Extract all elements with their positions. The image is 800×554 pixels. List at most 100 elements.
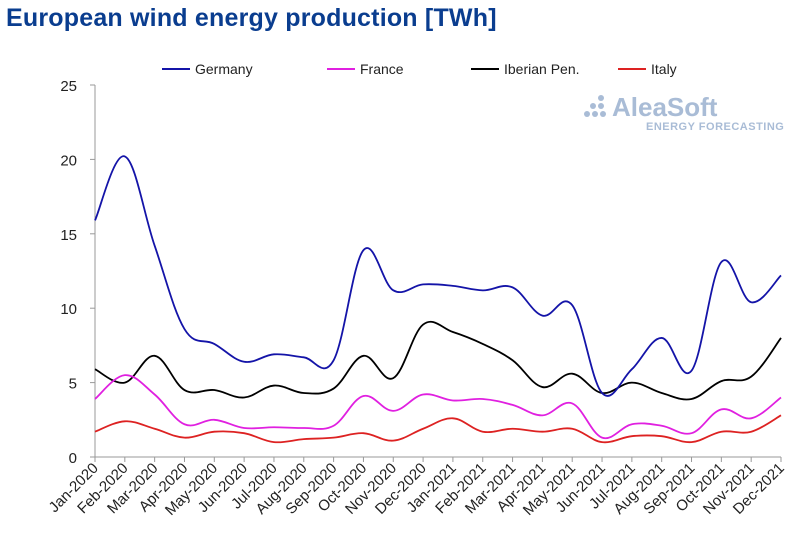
- data-point-italy: [750, 431, 752, 433]
- data-point-italy: [94, 431, 96, 433]
- data-point-germany: [392, 289, 394, 291]
- data-point-italy: [273, 441, 275, 443]
- data-point-iberian-pen: [332, 387, 334, 389]
- data-point-italy: [153, 428, 155, 430]
- logo-dots-icon: [584, 95, 606, 117]
- data-point-iberian-pen: [362, 355, 364, 357]
- data-point-france: [243, 427, 245, 429]
- data-point-germany: [303, 356, 305, 358]
- data-point-germany: [124, 155, 126, 157]
- data-point-germany: [690, 369, 692, 371]
- data-point-italy: [124, 420, 126, 422]
- data-point-italy: [183, 436, 185, 438]
- data-point-iberian-pen: [541, 386, 543, 388]
- data-point-france: [273, 426, 275, 428]
- data-point-france: [94, 398, 96, 400]
- data-point-germany: [482, 289, 484, 291]
- data-point-france: [124, 374, 126, 376]
- data-point-germany: [213, 343, 215, 345]
- data-point-france: [183, 423, 185, 425]
- data-point-italy: [422, 428, 424, 430]
- data-point-germany: [750, 301, 752, 303]
- data-point-italy: [720, 431, 722, 433]
- data-point-germany: [541, 314, 543, 316]
- y-tick-label: 15: [60, 227, 77, 244]
- data-point-germany: [601, 392, 603, 394]
- data-point-france: [213, 419, 215, 421]
- data-point-italy: [243, 432, 245, 434]
- data-point-france: [780, 396, 782, 398]
- data-point-iberian-pen: [780, 337, 782, 339]
- data-point-italy: [392, 439, 394, 441]
- chart-title: European wind energy production [TWh]: [6, 4, 497, 32]
- data-point-iberian-pen: [153, 355, 155, 357]
- data-point-germany: [94, 219, 96, 221]
- data-point-iberian-pen: [422, 323, 424, 325]
- data-point-germany: [243, 361, 245, 363]
- aleasoft-logo: AleaSoft ENERGY FORECASTING: [584, 92, 784, 133]
- data-point-france: [571, 402, 573, 404]
- data-point-france: [720, 408, 722, 410]
- data-point-france: [690, 432, 692, 434]
- data-point-france: [750, 417, 752, 419]
- data-point-iberian-pen: [631, 381, 633, 383]
- axes: 0510152025Jan-2020Feb-2020Mar-2020Apr-20…: [46, 78, 788, 519]
- data-point-france: [392, 410, 394, 412]
- data-point-italy: [690, 441, 692, 443]
- data-point-france: [452, 399, 454, 401]
- data-point-france: [422, 393, 424, 395]
- data-point-iberian-pen: [273, 384, 275, 386]
- legend-label-iberian-pen: Iberian Pen.: [504, 61, 580, 77]
- data-point-italy: [631, 435, 633, 437]
- data-point-iberian-pen: [511, 359, 513, 361]
- logo-name: AleaSoft: [612, 92, 718, 122]
- data-point-iberian-pen: [482, 343, 484, 345]
- legend-label-italy: Italy: [651, 61, 677, 77]
- data-point-germany: [452, 285, 454, 287]
- data-point-italy: [362, 432, 364, 434]
- data-point-germany: [780, 274, 782, 276]
- data-point-italy: [571, 428, 573, 430]
- data-point-iberian-pen: [452, 331, 454, 333]
- data-point-italy: [332, 436, 334, 438]
- data-point-iberian-pen: [750, 375, 752, 377]
- data-point-iberian-pen: [571, 372, 573, 374]
- data-point-italy: [452, 417, 454, 419]
- data-point-germany: [273, 353, 275, 355]
- data-point-iberian-pen: [124, 381, 126, 383]
- data-point-france: [153, 393, 155, 395]
- data-point-iberian-pen: [243, 396, 245, 398]
- legend-label-france: France: [360, 61, 404, 77]
- data-point-italy: [541, 431, 543, 433]
- data-point-iberian-pen: [94, 368, 96, 370]
- data-point-iberian-pen: [660, 392, 662, 394]
- data-point-italy: [601, 441, 603, 443]
- series-line-germany: [94, 155, 782, 397]
- data-point-germany: [183, 328, 185, 330]
- y-tick-label: 5: [69, 376, 77, 393]
- data-point-iberian-pen: [213, 389, 215, 391]
- data-point-france: [601, 436, 603, 438]
- data-point-iberian-pen: [183, 389, 185, 391]
- data-point-italy: [482, 431, 484, 433]
- data-point-france: [303, 427, 305, 429]
- data-point-france: [660, 425, 662, 427]
- data-point-france: [631, 423, 633, 425]
- series-line-iberian-pen: [94, 320, 782, 401]
- data-point-germany: [631, 368, 633, 370]
- series-line-italy: [94, 414, 782, 444]
- data-point-germany: [660, 337, 662, 339]
- series-lines: [94, 155, 782, 444]
- data-point-iberian-pen: [720, 380, 722, 382]
- data-point-germany: [720, 261, 722, 263]
- data-point-italy: [303, 438, 305, 440]
- series-line-france: [94, 374, 782, 440]
- data-point-italy: [780, 414, 782, 416]
- y-tick-label: 0: [69, 450, 77, 467]
- data-point-france: [511, 404, 513, 406]
- data-point-italy: [213, 431, 215, 433]
- data-point-germany: [571, 304, 573, 306]
- data-point-germany: [332, 359, 334, 361]
- y-tick-label: 20: [60, 152, 77, 169]
